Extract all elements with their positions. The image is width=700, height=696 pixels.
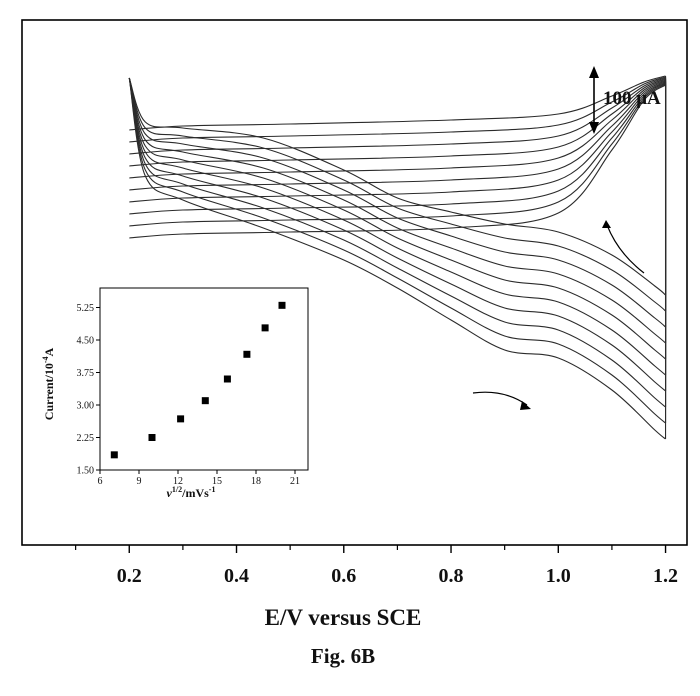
inset-frame (99, 287, 309, 471)
scale-bar: 100 μA (589, 66, 661, 134)
inset-data-point (201, 397, 209, 405)
cathodic-scan-arrow-line (472, 391, 528, 406)
cv-cathodic-branch-7 (128, 77, 666, 392)
anodic-scan-arrow-head-icon (602, 220, 611, 228)
inset-y-tick-label: 3.75 (77, 368, 95, 379)
inset-x-axis-sup: 1/2 (172, 485, 182, 494)
cv-anodic-branch-10 (129, 84, 666, 239)
inset-data-point (223, 375, 231, 383)
inset-data-point (243, 350, 251, 358)
inset-x-axis-nu: ν (167, 486, 173, 500)
scale-bar-arrow-up-icon (589, 66, 599, 78)
inset-y-axis-unit: A (42, 347, 56, 356)
inset-x-tick-label: 18 (251, 476, 261, 487)
cv-anodic-branch-9 (129, 83, 666, 227)
cv-anodic-branch-2 (129, 76, 666, 143)
scale-bar-label: 100 μA (603, 88, 661, 109)
cv-anodic-branch-5 (129, 79, 666, 179)
cv-anodic-branch-4 (129, 78, 666, 167)
cv-anodic-branch-6 (129, 80, 666, 191)
inset-y-axis-sup: -4 (41, 356, 50, 363)
scan-direction-arrows (472, 220, 645, 410)
inset-data-point (110, 451, 118, 459)
inset-y-tick-label: 3.00 (77, 401, 95, 412)
inset-x-axis-sup2: -1 (209, 485, 216, 494)
main-x-tick-label: 0.2 (117, 565, 142, 587)
cv-anodic-branch-3 (129, 77, 666, 155)
cv-cathodic-branch-4 (128, 77, 666, 344)
inset-x-tick-label: 21 (290, 476, 300, 487)
inset-border (99, 287, 309, 471)
inset-x-tick-label: 12 (173, 476, 183, 487)
main-plot-frame (21, 19, 688, 546)
main-x-tick-label: 1.0 (546, 565, 571, 587)
main-plot-border (21, 19, 688, 546)
inset-scatter-plot: 6 9 12 15 18 21 1.50 2.25 3.00 3.75 4.50 5.25 ν1/2/… (41, 287, 309, 500)
cv-anodic-branch-8 (129, 82, 666, 215)
anodic-scan-arrow-line (606, 224, 645, 274)
cv-anodic-branch-7 (129, 81, 666, 203)
inset-y-axis-title: Current/10-4A (41, 347, 56, 420)
cv-cathodic-branch-6 (128, 77, 666, 376)
inset-x-tick-label: 6 (98, 476, 103, 487)
cv-cathodic-branch-8 (128, 77, 666, 408)
inset-ticks: 6 9 12 15 18 21 1.50 2.25 3.00 3.75 4.50 5.25 (77, 303, 301, 487)
inset-x-axis-unit: /mVs (181, 486, 209, 500)
cv-cathodic-branch-2 (128, 77, 666, 312)
inset-data-point (278, 301, 286, 309)
cv-anodic-branch-1 (129, 75, 666, 131)
inset-y-tick-label: 2.25 (77, 433, 95, 444)
cv-cathodic-branch-9 (128, 77, 666, 424)
inset-y-tick-label: 4.50 (77, 336, 95, 347)
inset-data-point (177, 415, 185, 423)
inset-x-tick-label: 15 (212, 476, 222, 487)
inset-data-point (261, 324, 269, 332)
cv-cathodic-branch-1 (128, 77, 666, 296)
cv-curves (128, 75, 667, 440)
inset-x-tick-label: 9 (137, 476, 142, 487)
inset-y-tick-label: 1.50 (77, 466, 95, 477)
main-x-tick-label: 1.2 (653, 565, 678, 587)
inset-x-axis-title: ν1/2/mVs-1 (167, 485, 216, 500)
cv-cathodic-branch-10 (128, 77, 666, 440)
scale-bar-arrow-down-icon (589, 122, 599, 134)
main-x-tick-label: 0.4 (224, 565, 249, 587)
inset-y-axis-text: Current/10 (42, 363, 56, 420)
main-x-tick-label: 0.6 (331, 565, 356, 587)
inset-points (110, 301, 286, 459)
cathodic-scan-arrow-head-icon (520, 401, 531, 410)
main-x-axis-title: E/V versus SCE (265, 605, 422, 630)
cv-cathodic-branch-5 (128, 77, 666, 360)
main-x-tick-label: 0.8 (439, 565, 464, 587)
figure-caption: Fig. 6B (311, 644, 375, 668)
inset-y-tick-label: 5.25 (77, 303, 95, 314)
cv-cathodic-branch-3 (128, 77, 666, 328)
inset-data-point (148, 434, 156, 441)
main-x-ticks: 0.2 0.4 0.6 0.8 1.0 1.2 (75, 545, 678, 587)
